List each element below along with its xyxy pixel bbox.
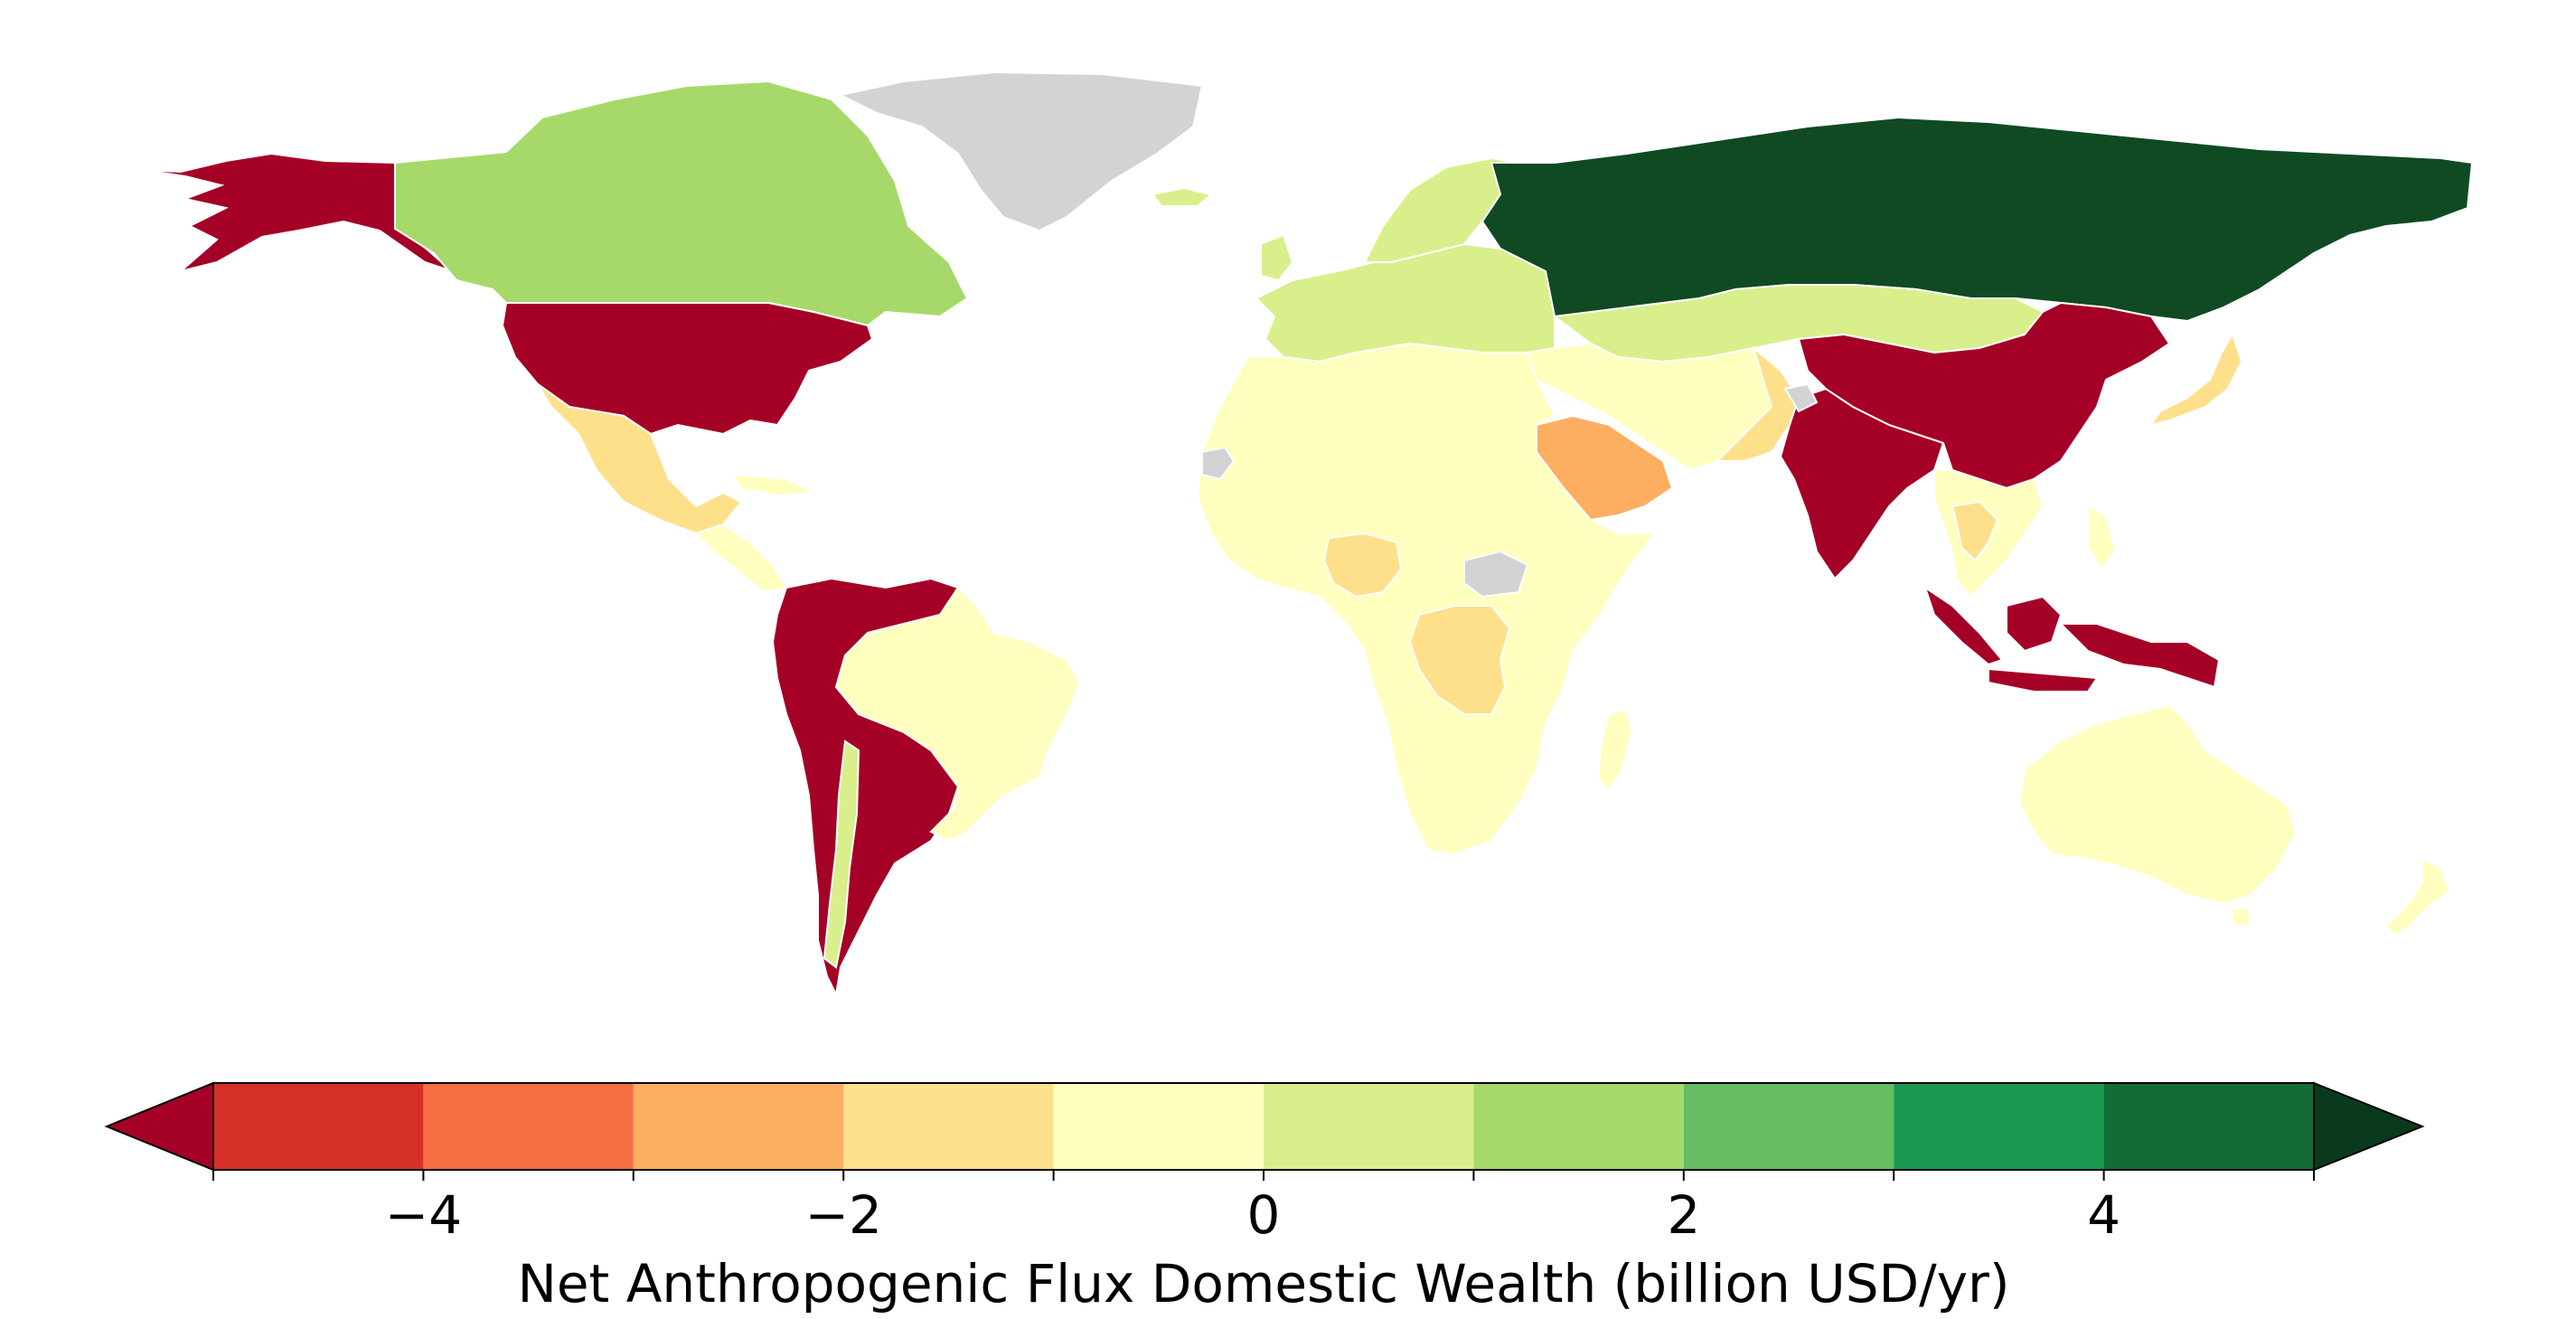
region-greenland [838,71,1204,232]
colorbar-ticks: −4 −2 0 2 4 [212,1170,2315,1246]
region-caribbean [730,473,817,497]
region-russia [1481,116,2474,323]
colorbar-tick-label: 2 [1667,1184,1700,1246]
colorbar-tick-label: 0 [1247,1184,1281,1246]
region-tasmania [2232,908,2252,928]
region-dr-congo [1408,605,1511,715]
colorbar-bin [1894,1083,2104,1170]
country-layer [142,71,2474,998]
colorbar-under-arrow [104,1081,214,1172]
region-china [1797,301,2171,490]
region-uk [1260,233,1294,282]
region-pakistan [1715,345,1800,462]
colorbar-bin [423,1083,634,1170]
region-philippines [2087,504,2117,571]
colorbar-bin [1264,1083,1474,1170]
region-indonesia-east [2058,623,2221,689]
colorbar: −4 −2 0 2 4 Net Anthropogenic Flux Domestic … [104,1081,2425,1314]
region-nodata-south-sudan [1463,550,1529,598]
region-chile [823,740,860,969]
colorbar-bin [633,1083,844,1170]
region-canada [394,80,969,327]
colorbar-bin [843,1083,1054,1170]
region-indonesia-borneo [2006,595,2063,653]
region-japan [2148,332,2243,427]
colorbar-bin [1683,1083,1894,1170]
region-nodata-west-africa [1201,446,1236,481]
region-africa [1196,342,1656,856]
region-madagascar [1596,708,1633,793]
colorbar-tick-label: −2 [804,1184,882,1246]
colorbar-title: Net Anthropogenic Flux Domestic Wealth (… [517,1253,2009,1314]
region-nodata-kashmir [1783,382,1819,413]
region-central-america [694,523,788,594]
colorbar-tick-label: −4 [385,1184,463,1246]
region-brazil [834,586,1082,843]
region-australia [2018,703,2298,906]
region-iceland [1151,186,1214,207]
colorbar-bins [213,1083,2314,1170]
region-indonesia-java [1988,667,2099,692]
colorbar-over-arrow [2313,1081,2425,1172]
region-new-zealand [2384,857,2451,937]
region-thailand [1951,500,1999,562]
region-nigeria [1322,532,1403,598]
colorbar-bin [2103,1083,2314,1170]
region-indonesia [1923,585,2004,666]
colorbar-bin [1473,1083,1684,1170]
colorbar-bin [1053,1083,1264,1170]
region-alaska [142,152,453,272]
colorbar-bin [213,1083,424,1170]
region-mexico [537,383,743,535]
colorbar-tick-label: 4 [2087,1184,2120,1246]
